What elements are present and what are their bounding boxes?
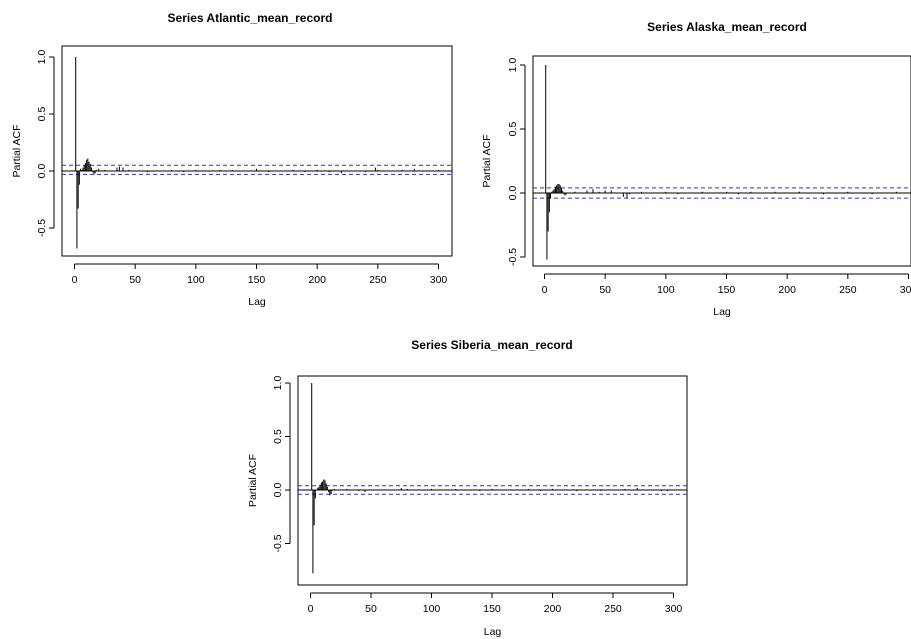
- x-tick-label: 200: [544, 603, 562, 615]
- x-tick-label: 200: [778, 284, 796, 296]
- y-tick-label: -0.5: [36, 219, 48, 237]
- x-tick-label: 150: [483, 603, 501, 615]
- x-tick-label: 300: [900, 284, 911, 296]
- y-tick-label: 1.0: [272, 376, 284, 391]
- y-axis-label: Partial ACF: [247, 454, 259, 507]
- chart-title: Series Siberia_mean_record: [411, 338, 572, 352]
- y-tick-label: 0.0: [36, 164, 48, 179]
- y-tick-label: 1.0: [36, 50, 48, 65]
- y-tick-label: 0.0: [507, 186, 519, 201]
- x-tick-label: 100: [423, 603, 441, 615]
- x-tick-label: 300: [665, 603, 683, 615]
- x-tick-label: 0: [542, 284, 548, 296]
- x-tick-label: 150: [718, 284, 736, 296]
- plot-frame: [62, 46, 452, 256]
- data-area: [533, 65, 911, 260]
- y-axis-label: Partial ACF: [11, 124, 23, 177]
- x-tick-label: 0: [308, 603, 314, 615]
- x-axis-label: Lag: [484, 626, 502, 638]
- y-axis-label: Partial ACF: [481, 134, 493, 187]
- x-tick-label: 300: [430, 274, 448, 286]
- y-tick-label: 0.0: [272, 483, 284, 498]
- data-area: [62, 57, 452, 249]
- y-tick-label: 0.5: [507, 122, 519, 137]
- pacf-panel-3: Series Siberia_mean_record 0 50 100 150 200 25…: [247, 338, 687, 638]
- pacf-panel-2: Series Alaska_mean_record 0 50 100 150 200 250…: [481, 20, 911, 318]
- plot-frame: [298, 376, 687, 585]
- y-tick-label: 0.5: [272, 429, 284, 444]
- chart-title: Series Alaska_mean_record: [647, 20, 807, 34]
- y-tick-label: -0.5: [272, 534, 284, 552]
- x-tick-label: 50: [599, 284, 611, 296]
- x-tick-label: 100: [657, 284, 675, 296]
- y-tick-label: -0.5: [507, 248, 519, 266]
- x-tick-label: 50: [365, 603, 377, 615]
- plot-frame: [533, 56, 911, 266]
- x-tick-label: 100: [187, 274, 205, 286]
- x-tick-label: 150: [248, 274, 266, 286]
- x-tick-label: 250: [369, 274, 387, 286]
- y-tick-label: 0.5: [36, 107, 48, 122]
- x-tick-label: 50: [129, 274, 141, 286]
- data-area: [298, 383, 687, 573]
- chart-title: Series Atlantic_mean_record: [168, 11, 333, 25]
- x-tick-label: 250: [604, 603, 622, 615]
- x-tick-label: 200: [308, 274, 326, 286]
- pacf-panel-1: Series Atlantic_mean_record 0 50 100 150 200 2…: [11, 11, 452, 308]
- y-tick-label: 1.0: [507, 58, 519, 73]
- x-tick-label: 0: [72, 274, 78, 286]
- x-axis-label: Lag: [713, 306, 731, 318]
- x-tick-label: 250: [839, 284, 857, 296]
- x-axis-label: Lag: [248, 296, 266, 308]
